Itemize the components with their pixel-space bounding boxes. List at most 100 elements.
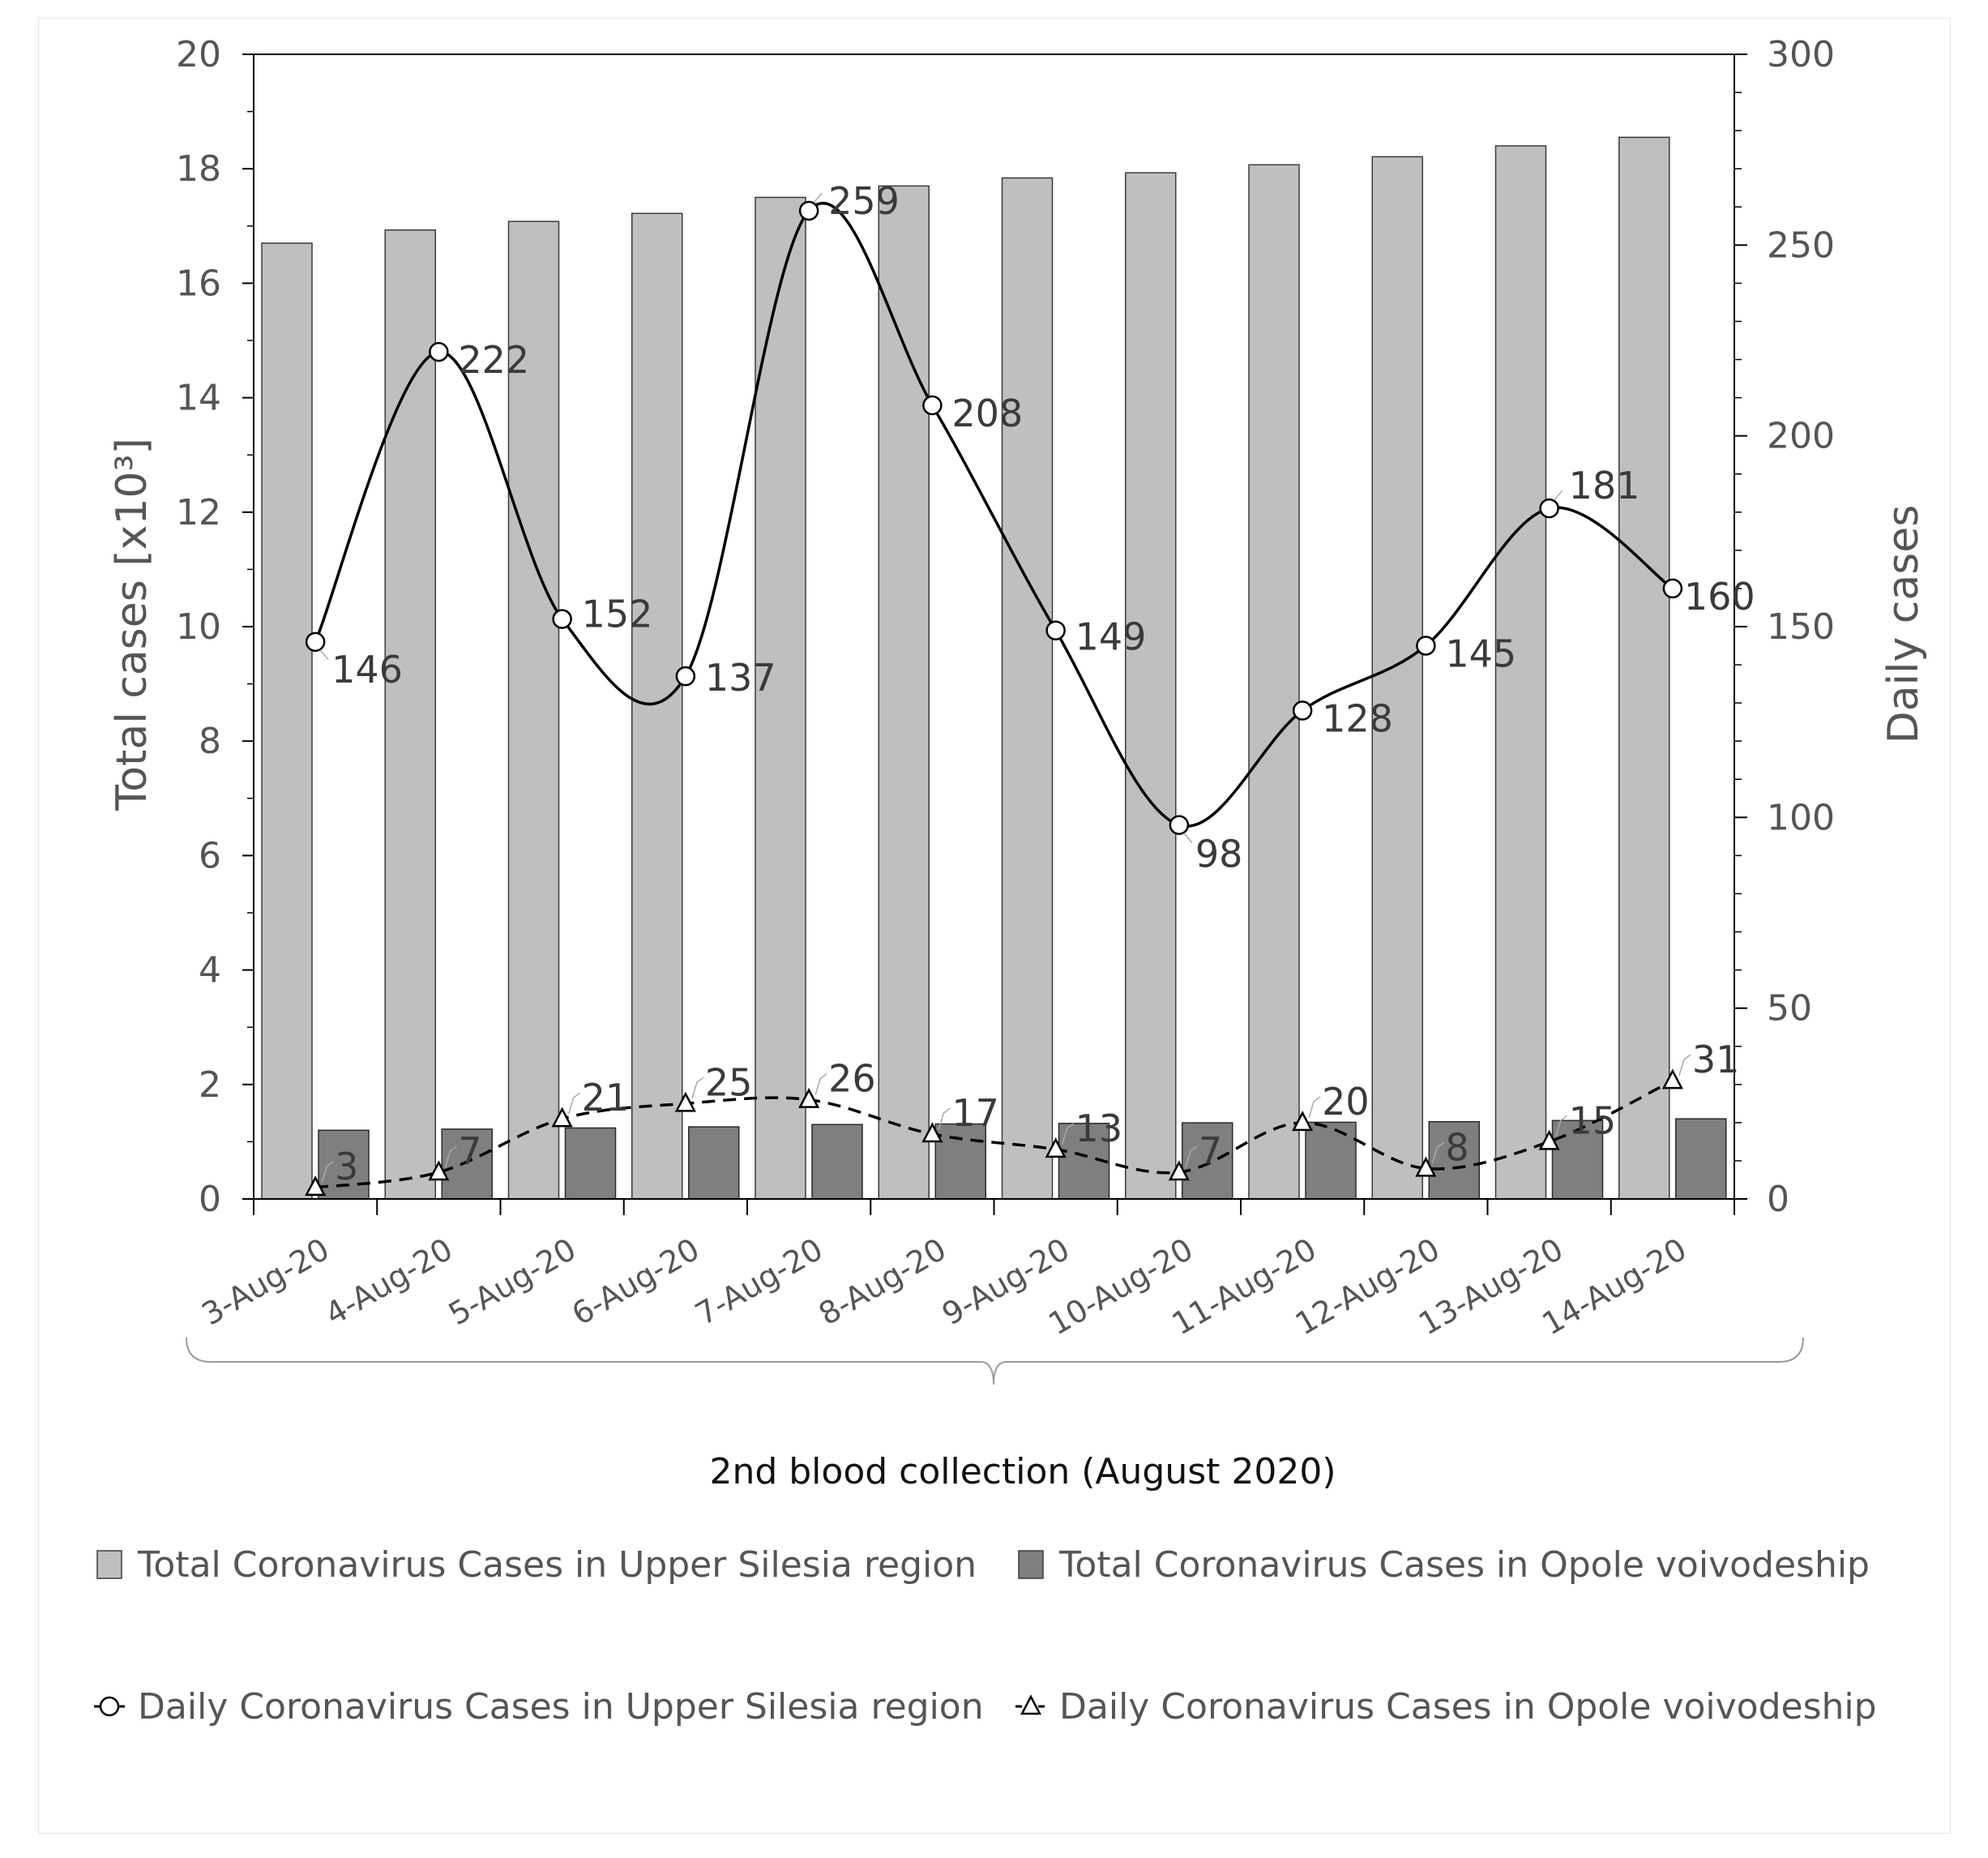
- data-label-opole: 8: [1445, 1125, 1469, 1169]
- y-tick-label: 0: [199, 1179, 221, 1220]
- data-label-upper-silesia: 259: [828, 179, 900, 223]
- bar-upper-silesia-total: [261, 242, 313, 1200]
- marker-opole-daily: [1415, 1156, 1437, 1177]
- marker-opole-daily: [674, 1091, 696, 1112]
- data-label-upper-silesia: 208: [951, 392, 1023, 435]
- bar-opole-total: [1305, 1121, 1357, 1200]
- y2-tick-label: 250: [1767, 225, 1835, 266]
- leader-line: [1431, 1141, 1444, 1164]
- y-tick-label: 2: [199, 1064, 221, 1106]
- marker-opole-daily: [1538, 1129, 1560, 1150]
- marker-upper-silesia-daily: [1539, 498, 1559, 519]
- marker-opole-daily: [1292, 1111, 1314, 1132]
- marker-upper-silesia-daily: [429, 341, 449, 362]
- bar-upper-silesia-total: [384, 229, 436, 1200]
- bar-upper-silesia-total: [1248, 164, 1300, 1200]
- data-label-upper-silesia: 152: [582, 593, 653, 636]
- marker-upper-silesia-daily: [1292, 700, 1313, 721]
- marker-opole-daily: [428, 1160, 450, 1181]
- y2-tick-label: 300: [1767, 34, 1835, 75]
- legend-label: Daily Coronavirus Cases in Upper Silesia…: [138, 1686, 984, 1727]
- bar-opole-total: [1551, 1120, 1604, 1200]
- y2-tick-label: 50: [1767, 988, 1812, 1030]
- bar-opole-total: [441, 1128, 493, 1200]
- marker-upper-silesia-daily: [552, 609, 572, 629]
- bar-upper-silesia-total: [1371, 156, 1423, 1200]
- y-tick-label: 14: [176, 378, 221, 419]
- bracket: [186, 1337, 1804, 1385]
- leader-line: [813, 192, 823, 203]
- bar-opole-total: [1428, 1120, 1480, 1200]
- bar-upper-silesia-total: [755, 196, 806, 1200]
- data-label-opole: 25: [705, 1060, 753, 1104]
- bar-upper-silesia-total: [631, 212, 683, 1200]
- y-tick-label: 10: [176, 606, 221, 648]
- data-label-upper-silesia: 149: [1075, 615, 1147, 659]
- leader-line: [321, 1161, 334, 1184]
- bar-upper-silesia-total: [1001, 177, 1054, 1200]
- marker-opole-daily: [1661, 1068, 1683, 1090]
- chart-frame: [38, 18, 1951, 1834]
- marker-upper-silesia-daily: [922, 395, 943, 416]
- leader-line: [938, 1107, 951, 1130]
- data-label-upper-silesia: 98: [1195, 833, 1243, 876]
- marker-opole-daily: [921, 1122, 943, 1143]
- y-tick-label: 6: [199, 835, 221, 876]
- bar-opole-total: [811, 1124, 863, 1200]
- y-tick-label: 8: [199, 721, 221, 762]
- marker-opole-daily: [1045, 1137, 1067, 1158]
- leader-line: [1554, 1115, 1568, 1137]
- bar-upper-silesia-total: [1618, 136, 1670, 1200]
- x-tick-label: 5-Aug-20: [442, 1231, 582, 1333]
- y-tick-label: 12: [176, 492, 221, 533]
- data-label-opole: 13: [1075, 1107, 1123, 1150]
- x-tick-label: 6-Aug-20: [566, 1231, 705, 1333]
- leader-line: [814, 1073, 827, 1095]
- data-label-opole: 26: [828, 1057, 876, 1101]
- bar-opole-total: [688, 1126, 740, 1200]
- marker-opole-daily: [1168, 1160, 1190, 1181]
- leader-line: [444, 1145, 457, 1168]
- legend-swatch: [1018, 1550, 1044, 1579]
- x-tick-label: 7-Aug-20: [690, 1231, 829, 1333]
- data-label-upper-silesia: 145: [1445, 632, 1516, 676]
- data-label-opole: 17: [951, 1091, 999, 1135]
- leader-line: [1308, 1096, 1321, 1119]
- leader-line: [691, 1077, 704, 1099]
- x-tick-label: 3-Aug-20: [196, 1231, 336, 1333]
- y2-tick-label: 150: [1767, 606, 1835, 648]
- leader-line: [1185, 1145, 1198, 1168]
- legend-marker: [1020, 1694, 1042, 1715]
- data-label-opole: 31: [1692, 1038, 1740, 1081]
- y2-tick-label: 100: [1767, 797, 1835, 838]
- legend-marker: [99, 1696, 120, 1717]
- bar-opole-total: [1675, 1118, 1727, 1200]
- leader-line: [319, 649, 329, 661]
- marker-opole-daily: [551, 1107, 573, 1128]
- legend-label: Total Coronavirus Cases in Upper Silesia…: [137, 1544, 977, 1586]
- leader-line: [1678, 1054, 1691, 1077]
- data-label-upper-silesia: 128: [1322, 697, 1393, 741]
- data-label-opole: 15: [1569, 1098, 1617, 1142]
- data-label-opole: 3: [335, 1145, 358, 1188]
- x-tick-label: 4-Aug-20: [319, 1231, 459, 1333]
- bracket-label: 2nd blood collection (August 2020): [709, 1451, 1336, 1492]
- y2-tick-label: 0: [1767, 1179, 1789, 1220]
- data-label-opole: 7: [458, 1129, 481, 1173]
- marker-upper-silesia-daily: [1416, 636, 1436, 656]
- bar-opole-total: [934, 1123, 986, 1200]
- marker-upper-silesia-daily: [675, 666, 696, 687]
- marker-opole-daily: [305, 1175, 327, 1197]
- y-tick-label: 20: [176, 34, 221, 75]
- leader-line: [1061, 1123, 1075, 1145]
- leader-line: [1183, 833, 1193, 844]
- line-upper-silesia-daily: [314, 202, 1674, 828]
- y2-tick-label: 200: [1767, 416, 1835, 457]
- legend-swatch: [96, 1550, 122, 1579]
- y-tick-label: 18: [176, 148, 221, 190]
- data-label-upper-silesia: 160: [1684, 575, 1755, 619]
- marker-upper-silesia-daily: [1045, 620, 1066, 640]
- bar-opole-total: [1182, 1122, 1233, 1200]
- x-tick-label: 8-Aug-20: [813, 1231, 952, 1333]
